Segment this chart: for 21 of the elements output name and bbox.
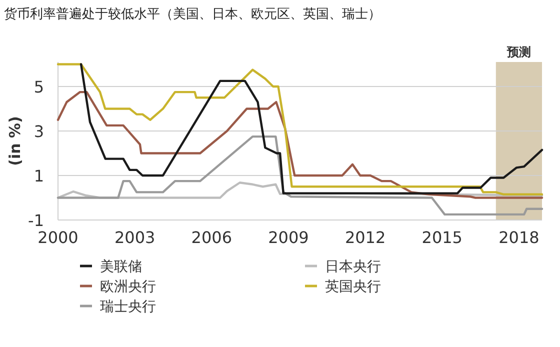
x-tick-label: 2009 <box>268 228 309 247</box>
band-label: 预测 <box>506 45 531 59</box>
legend-label: 日本央行 <box>325 259 381 275</box>
line-series <box>56 135 544 216</box>
y-tick-label: 5 <box>34 77 44 96</box>
y-tick-label: 3 <box>34 122 44 141</box>
line-series <box>56 90 544 199</box>
x-tick-label: 2015 <box>422 228 462 247</box>
x-tick-label: 2012 <box>344 228 386 247</box>
chart-title: 货币利率普遍处于较低水平（美国、日本、欧元区、英国、瑞士） <box>4 6 381 22</box>
y-axis-title: (in %) <box>6 116 24 166</box>
x-tick-label: 2003 <box>114 228 156 247</box>
legend-label: 美联储 <box>100 259 142 275</box>
x-tick-label: 2006 <box>191 228 232 247</box>
legend-label: 欧洲央行 <box>100 279 156 295</box>
legend-label: 英国央行 <box>325 279 381 295</box>
x-tick-label: 2018 <box>498 228 540 247</box>
y-tick-label: 1 <box>34 166 44 186</box>
x-tick-label: 2000 <box>38 228 78 247</box>
y-tick-label: -1 <box>28 211 44 230</box>
legend-label: 瑞士央行 <box>100 299 156 315</box>
